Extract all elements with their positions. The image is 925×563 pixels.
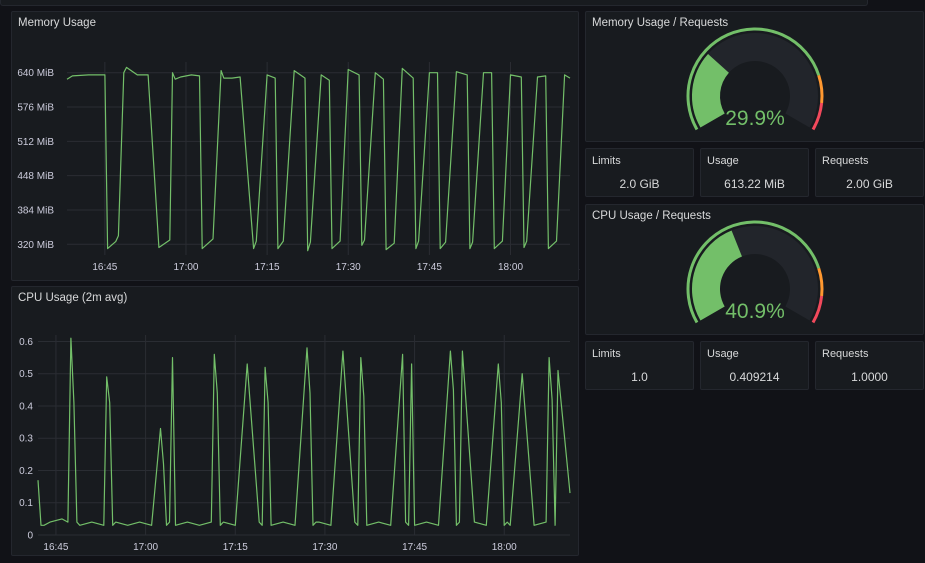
series-line xyxy=(37,337,571,526)
y-tick-label: 0.1 xyxy=(19,498,33,509)
x-tick-label: 18:15 xyxy=(579,262,580,273)
stat-value: 1.0000 xyxy=(851,370,888,384)
y-tick-label: 0.3 xyxy=(19,434,33,445)
memory-usage-stat[interactable]: Usage 613.22 MiB xyxy=(700,148,809,197)
panel-title: CPU Usage / Requests xyxy=(592,210,711,222)
x-tick-label: 18:00 xyxy=(498,262,523,273)
stat-value: 613.22 MiB xyxy=(724,177,785,191)
cpu-usage-requests-panel[interactable]: CPU Usage / Requests 40.9% xyxy=(585,204,924,335)
stat-label: Limits xyxy=(592,155,621,167)
x-tick-label: 17:45 xyxy=(417,262,442,273)
cpu-limits-stat[interactable]: Limits 1.0 xyxy=(585,341,694,390)
panel-title: Memory Usage xyxy=(18,17,96,29)
stat-value: 0.409214 xyxy=(729,370,780,384)
x-tick-label: 16:45 xyxy=(92,262,117,273)
stat-value: 2.0 GiB xyxy=(619,177,660,191)
gauge-threshold-band-warn xyxy=(817,74,824,104)
x-tick-label: 17:45 xyxy=(402,542,427,553)
cpu-gauge: 40.9% xyxy=(686,220,824,324)
gauge-value: 29.9% xyxy=(725,107,785,130)
y-tick-label: 640 MiB xyxy=(17,68,54,79)
gauge-threshold-band-warn xyxy=(817,267,824,297)
stat-label: Limits xyxy=(592,348,621,360)
stat-label: Requests xyxy=(822,348,869,360)
gauge-fill xyxy=(692,54,730,128)
cpu-usage-stat[interactable]: Usage 0.409214 xyxy=(700,341,809,390)
gauge-threshold-band-base xyxy=(686,27,821,131)
x-tick-label: 16:45 xyxy=(43,542,68,553)
gauge-fill xyxy=(692,230,743,321)
x-tick-label: 18:00 xyxy=(492,542,517,553)
x-tick-label: 17:00 xyxy=(173,262,198,273)
memory-usage-requests-panel[interactable]: Memory Usage / Requests 29.9% xyxy=(585,11,924,142)
top-toolbar-edge xyxy=(0,0,868,6)
x-tick-label: 17:30 xyxy=(336,262,361,273)
gauge-threshold-band-crit xyxy=(811,295,824,324)
panel-title: Memory Usage / Requests xyxy=(592,17,729,29)
stat-value: 1.0 xyxy=(631,370,648,384)
memory-usage-chart: 320 MiB 384 MiB 448 MiB 512 MiB 576 MiB 640 M… xyxy=(17,62,580,273)
memory-limits-stat[interactable]: Limits 2.0 GiB xyxy=(585,148,694,197)
stat-label: Usage xyxy=(707,155,739,167)
memory-usage-panel[interactable]: Memory Usage 320 MiB 384 MiB 448 MiB 512 Mi… xyxy=(11,11,580,281)
gauge-value: 40.9% xyxy=(725,300,785,323)
cpu-requests-stat[interactable]: Requests 1.0000 xyxy=(815,341,924,390)
y-tick-label: 0 xyxy=(27,531,33,542)
cpu-usage-chart: 0 0.1 0.2 0.3 0.4 0.5 0.6 16:45 17:00 17:15 17:30 1… xyxy=(19,335,571,553)
x-tick-label: 17:15 xyxy=(223,542,248,553)
stat-value: 2.00 GiB xyxy=(846,177,893,191)
y-tick-label: 0.6 xyxy=(19,337,33,348)
x-tick-label: 17:15 xyxy=(255,262,280,273)
panel-title: CPU Usage (2m avg) xyxy=(18,292,128,304)
gauge-threshold-band-base xyxy=(686,220,821,324)
y-tick-label: 384 MiB xyxy=(17,205,54,216)
series-line xyxy=(66,66,571,252)
x-tick-label: 17:00 xyxy=(133,542,158,553)
stat-label: Requests xyxy=(822,155,869,167)
cpu-usage-panel[interactable]: CPU Usage (2m avg) 0 0.1 0.2 0.3 0.4 0.5 0.6 16… xyxy=(11,286,579,556)
memory-requests-stat[interactable]: Requests 2.00 GiB xyxy=(815,148,924,197)
memory-gauge: 29.9% xyxy=(686,27,824,131)
y-tick-label: 448 MiB xyxy=(17,171,54,182)
gauge-threshold-band-crit xyxy=(811,102,824,131)
x-tick-label: 17:30 xyxy=(312,542,337,553)
y-tick-label: 0.5 xyxy=(19,369,33,380)
y-tick-label: 576 MiB xyxy=(17,103,54,114)
stat-label: Usage xyxy=(707,348,739,360)
y-tick-label: 512 MiB xyxy=(17,137,54,148)
y-tick-label: 320 MiB xyxy=(17,240,54,251)
y-tick-label: 0.2 xyxy=(19,466,33,477)
y-tick-label: 0.4 xyxy=(19,401,33,412)
